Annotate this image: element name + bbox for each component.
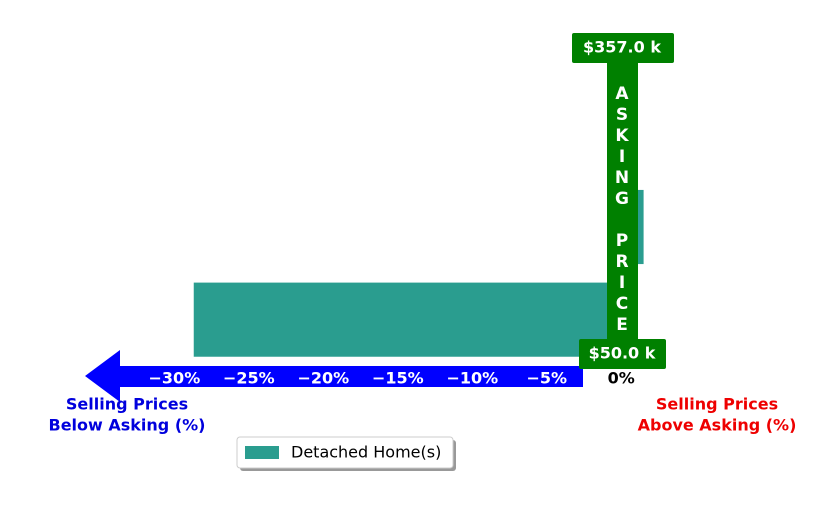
below-label: Selling Prices [66, 395, 188, 414]
x-tick-label: −30% [149, 369, 201, 388]
x-tick-label: −10% [446, 369, 498, 388]
legend [236, 436, 454, 469]
x-tick-label: −15% [372, 369, 424, 388]
asking-band [607, 62, 638, 342]
x-tick-label: 0% [608, 369, 635, 388]
below-label: Below Asking (%) [49, 416, 206, 435]
top-price: $357.0 k [583, 38, 661, 57]
below-arrow [85, 350, 583, 402]
above-label: Above Asking (%) [638, 416, 797, 435]
bottom-price-box [579, 339, 666, 369]
above-label: Selling Prices [656, 395, 778, 414]
bar [193, 282, 622, 357]
x-tick-label: −5% [526, 369, 567, 388]
legend-swatch [245, 446, 279, 459]
x-tick-label: −25% [223, 369, 275, 388]
legend-label: Detached Home(s) [291, 443, 441, 462]
bottom-price: $50.0 k [589, 344, 656, 363]
top-price-box [572, 33, 674, 63]
x-tick-label: −20% [297, 369, 349, 388]
asking-price-label: ASKING PRICE [612, 84, 632, 336]
